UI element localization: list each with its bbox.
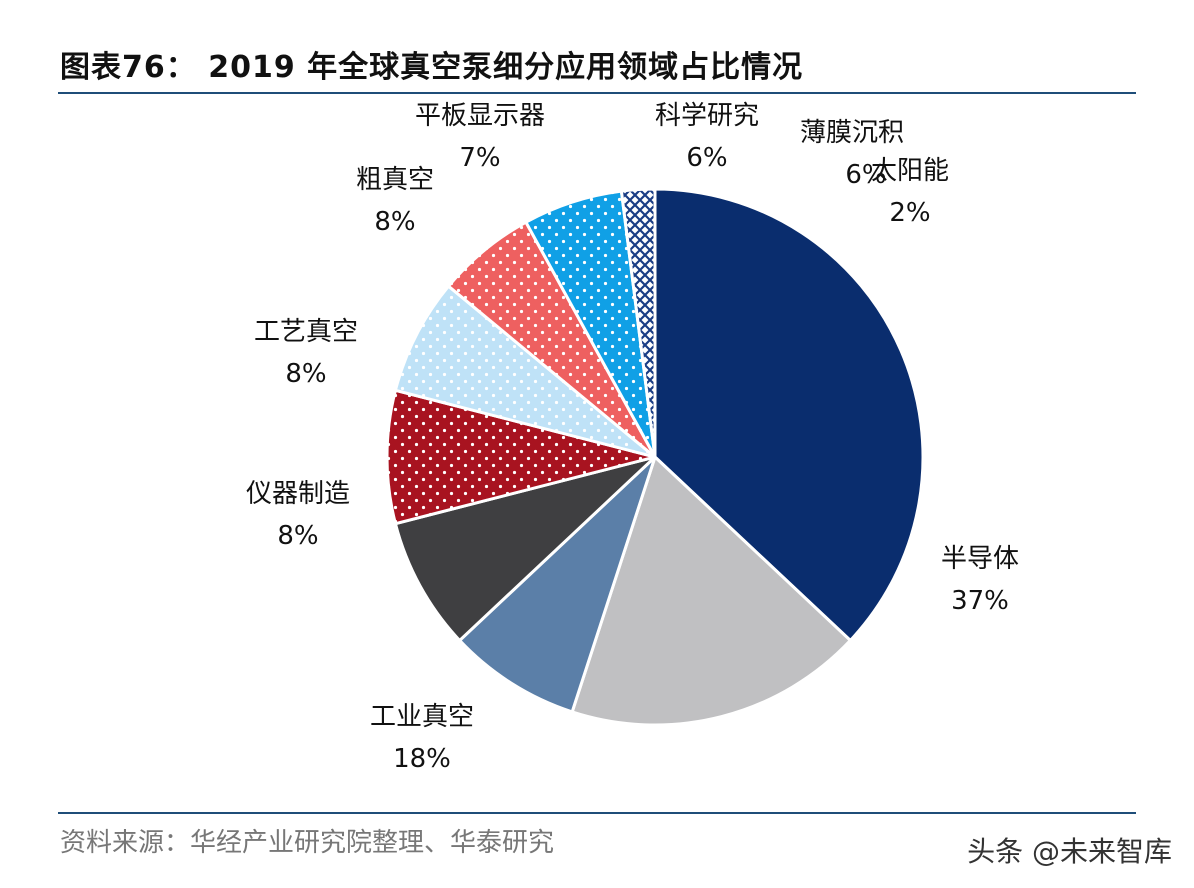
slice-label-value: 8%	[285, 359, 326, 389]
slice-label-name: 粗真空	[356, 165, 434, 195]
slice-label-value: 18%	[393, 744, 451, 774]
pie-slice-6	[393, 284, 656, 459]
slice-label-name: 科学研究	[655, 101, 759, 131]
slice-label-value: 6%	[845, 160, 886, 190]
slice-label-value: 2%	[889, 198, 930, 228]
footer-divider	[58, 812, 1136, 814]
slice-label-name: 太阳能	[871, 156, 949, 186]
pie-slice-9	[619, 187, 657, 458]
source-note: 资料来源：华经产业研究院整理、华泰研究	[60, 828, 555, 858]
pie-slice-2	[570, 454, 853, 727]
title-divider	[58, 92, 1136, 94]
slice-label-value: 37%	[951, 586, 1009, 616]
slice-label-name: 半导体	[941, 544, 1019, 574]
slice-label-value: 6%	[686, 143, 727, 173]
pie-slices	[385, 187, 925, 727]
slice-label-name: 仪器制造	[246, 479, 350, 509]
pie-labels: 半导体 37% 工业真空 18% 仪器制造 8% 工艺真空 8% 粗真空 8% 平板显示器 7% 科学研…	[246, 101, 1019, 774]
pie-slice-1	[653, 187, 925, 643]
slice-label-value: 8%	[374, 207, 415, 237]
slice-label-name: 平板显示器	[415, 101, 545, 131]
slice-label-value: 7%	[459, 143, 500, 173]
chart-title: 图表76： 2019 年全球真空泵细分应用领域占比情况	[60, 50, 804, 85]
watermark: 头条 @未来智库	[967, 835, 1172, 868]
slice-label-name: 工艺真空	[254, 317, 358, 347]
pie-slice-5	[385, 388, 656, 526]
pie-slice-3	[457, 455, 657, 714]
slice-label-name: 工业真空	[370, 702, 474, 732]
pie-slice-4	[393, 455, 657, 643]
slice-label-name: 薄膜沉积	[800, 118, 904, 148]
slice-label-value: 8%	[277, 521, 318, 551]
